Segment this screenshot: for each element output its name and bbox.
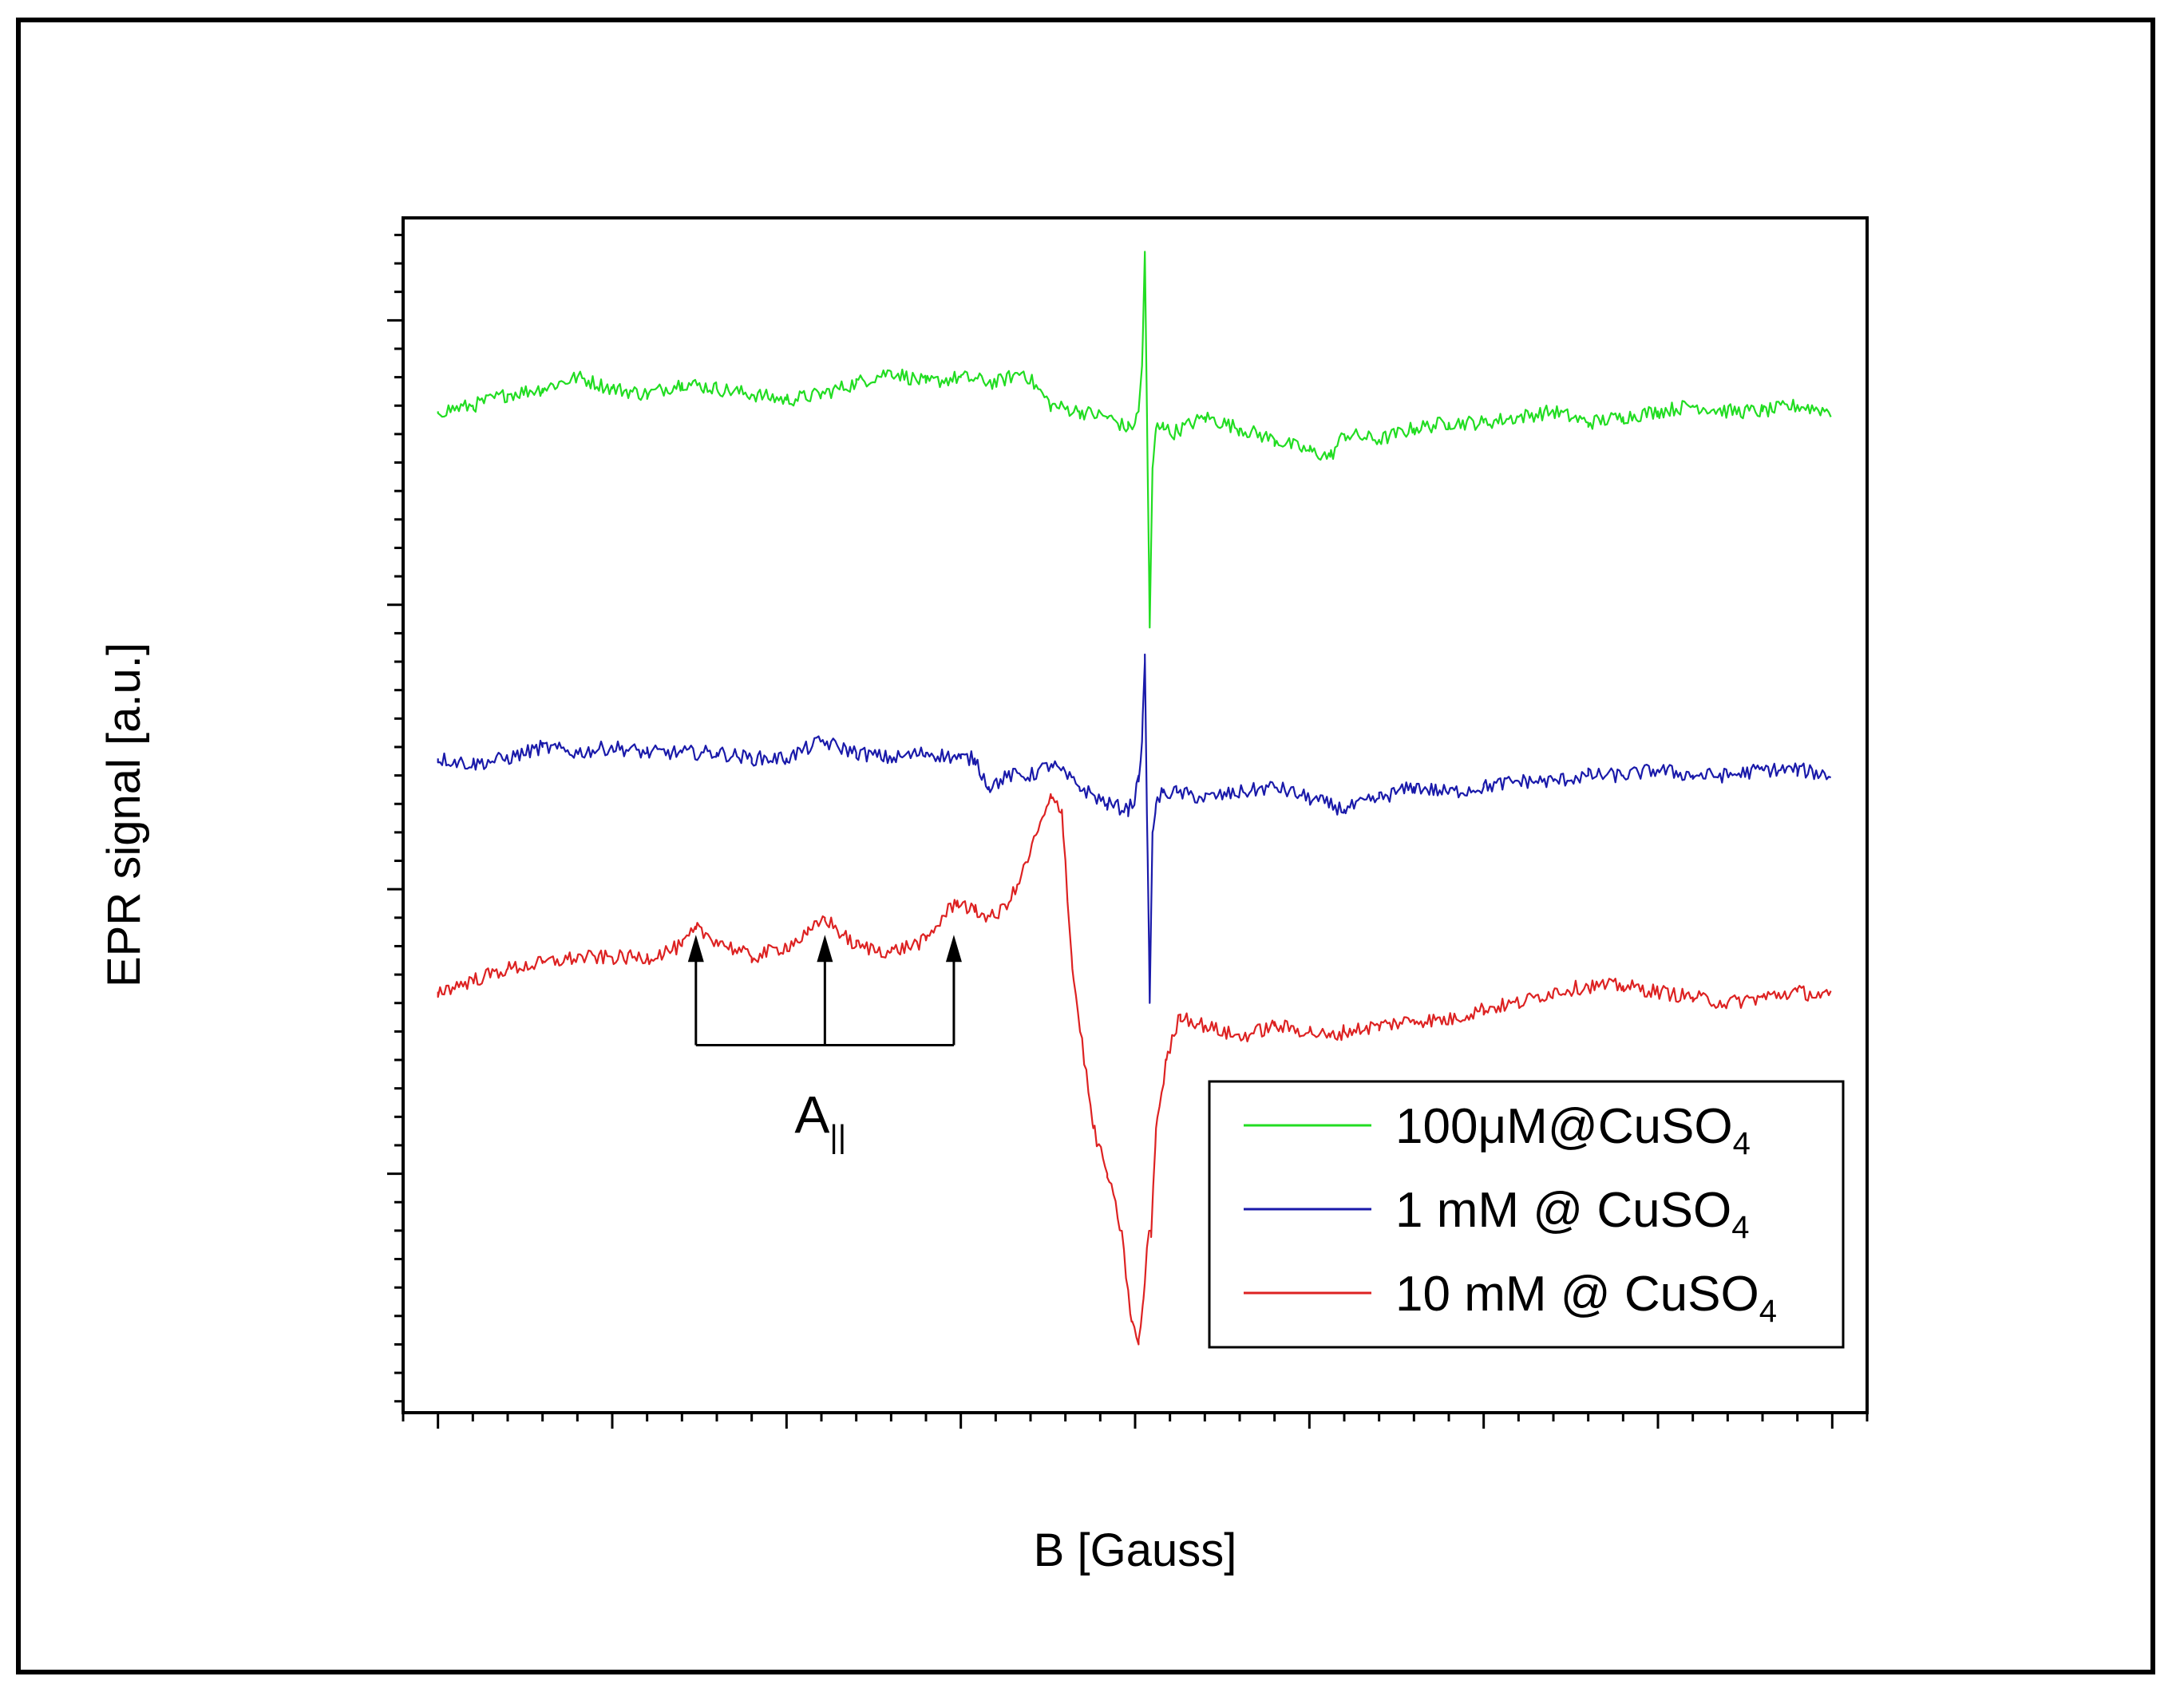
legend-label-1: 1 mM @ CuSO4 (1395, 1183, 1749, 1245)
annotation-label-sub: || (829, 1119, 846, 1154)
figure-frame (16, 18, 2155, 1674)
annotation-label: A|| (794, 1085, 846, 1154)
annotation-label-main: A (794, 1085, 829, 1144)
x-axis (402, 1413, 1869, 1429)
legend-label-main: 1 mM @ CuSO (1395, 1183, 1731, 1238)
series-line-0 (437, 251, 1832, 629)
legend-label-main: 10 mM @ CuSO (1395, 1267, 1759, 1322)
annotation-arrow-head (687, 935, 704, 963)
legend-label-sub: 4 (1759, 1294, 1777, 1329)
x-axis-title: B [Gauss] (1034, 1524, 1237, 1576)
legend-label-sub: 4 (1733, 1126, 1751, 1161)
annotation-a-parallel: A|| (687, 935, 962, 1154)
legend-label-2: 10 mM @ CuSO4 (1395, 1267, 1777, 1329)
y-axis-title: EPR signal [a.u.] (98, 642, 150, 987)
series-line-2 (437, 793, 1832, 1346)
y-axis (387, 233, 403, 1403)
annotation-arrow-head (817, 935, 833, 963)
series-layer (437, 251, 1832, 1346)
series-line-1 (437, 653, 1832, 1004)
annotation-arrow-head (945, 935, 962, 963)
legend-label-0: 100μM@CuSO4 (1395, 1099, 1751, 1161)
legend-label-sub: 4 (1731, 1210, 1749, 1245)
legend-label-main: 100μM@CuSO (1395, 1099, 1733, 1154)
